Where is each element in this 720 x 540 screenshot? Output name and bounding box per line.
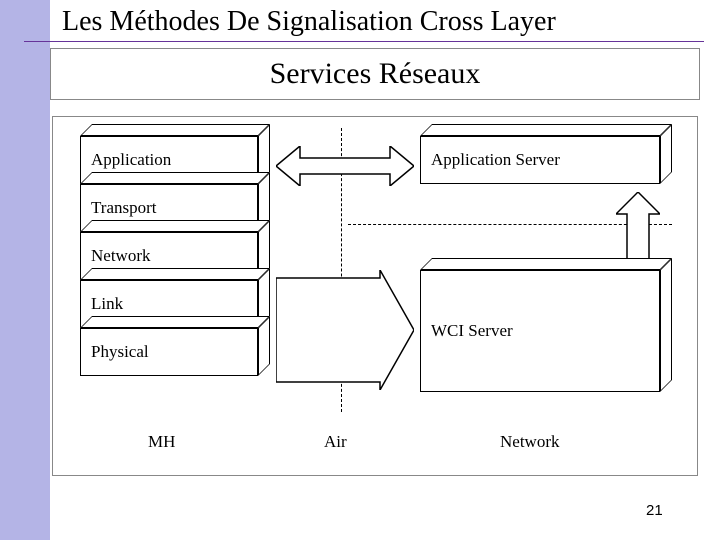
subtitle-box: Services Réseaux: [50, 48, 700, 100]
box-label: WCI Server: [431, 321, 513, 341]
title-underline: [24, 41, 704, 42]
bottom-label: Air: [324, 432, 347, 452]
bottom-label: Network: [500, 432, 559, 452]
left-stripe: [0, 0, 50, 540]
box-label: Transport: [91, 198, 157, 218]
bottom-label: MH: [148, 432, 175, 452]
slide-title: Les Méthodes De Signalisation Cross Laye…: [62, 6, 556, 38]
box-label: Physical: [91, 342, 149, 362]
right-arrow-icon: [276, 270, 414, 390]
box-label: Link: [91, 294, 123, 314]
subtitle-text: Services Réseaux: [270, 57, 481, 91]
box-label: Application Server: [431, 150, 560, 170]
box-label: Application: [91, 150, 171, 170]
page-number: 21: [646, 502, 663, 519]
bidir-arrow-icon: [276, 146, 414, 186]
up-arrow-icon: [616, 192, 660, 264]
box-label: Network: [91, 246, 150, 266]
slide: Les Méthodes De Signalisation Cross Laye…: [0, 0, 720, 540]
